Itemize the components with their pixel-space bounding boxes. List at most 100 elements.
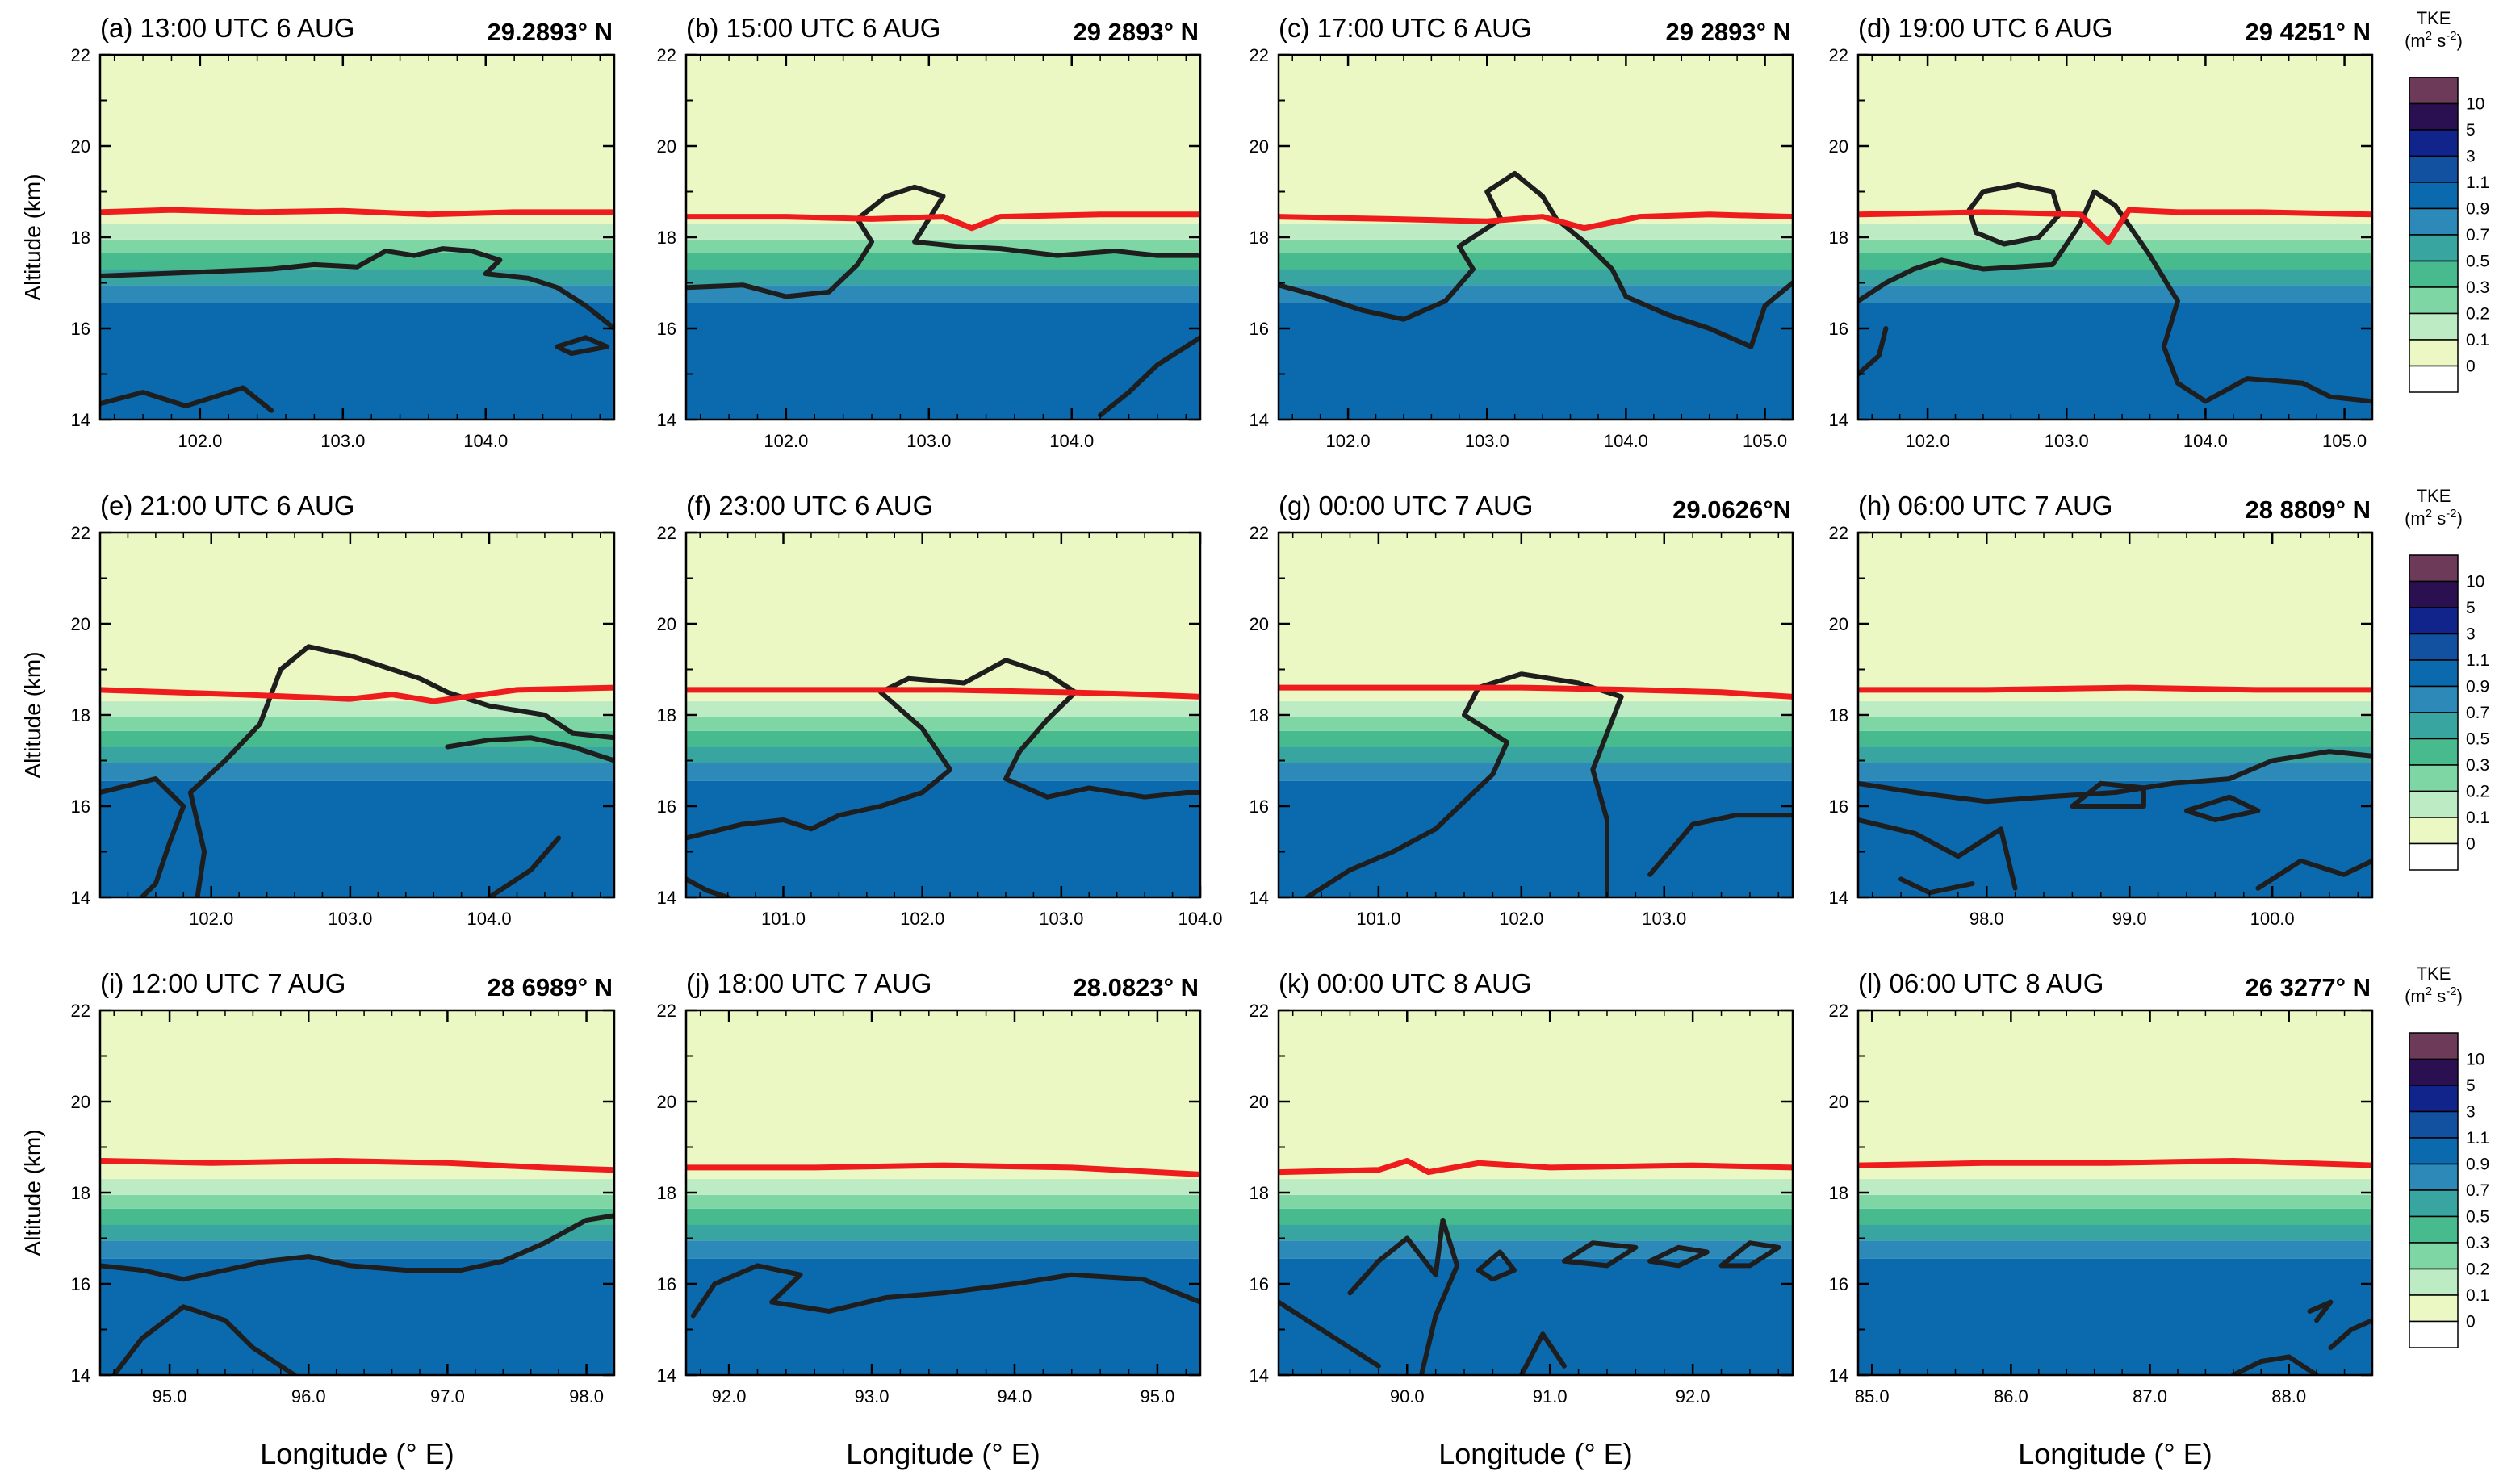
- panel: 14 16 18 20 22 90.0 91.0 92.0 (k) 00:00 UTC 8 AU…: [1250, 968, 1794, 1470]
- panel: 14 16 18 20 22 102.0 103.0 104.0 105.0 (d) 19:00 …: [1829, 13, 2374, 451]
- contour-line: [1561, 1240, 1639, 1269]
- tke-band: [100, 1208, 614, 1225]
- tke-band: [1279, 1224, 1793, 1241]
- colorbar-level: 0.5: [2466, 730, 2489, 749]
- contour-line: [445, 735, 614, 763]
- y-tick-label: 22: [1829, 45, 1848, 65]
- tropopause-line: [100, 1158, 614, 1173]
- x-tick-label: 105.0: [2322, 431, 2367, 451]
- panel-title: (h) 06:00 UTC 7 AUG: [1858, 491, 2112, 520]
- tke-band: [1858, 1010, 2372, 1180]
- colorbar-swatch: [2409, 234, 2459, 262]
- contour-line: [2230, 1354, 2320, 1375]
- colorbar-level: 5: [2466, 121, 2476, 140]
- colorbar-swatch: [2409, 1058, 2459, 1086]
- contour-line: [686, 658, 1200, 841]
- panel-title: (a) 13:00 UTC 6 AUG: [100, 13, 354, 43]
- panel-latitude: 29 2893° N: [1074, 18, 1199, 46]
- x-tick-label: 104.0: [467, 909, 512, 929]
- y-tick-label: 14: [71, 1365, 90, 1386]
- tke-band: [1858, 269, 2372, 286]
- y-tick-label: 18: [657, 1183, 676, 1203]
- y-tick-label: 18: [71, 228, 90, 248]
- y-tick-label: 22: [1250, 523, 1269, 543]
- tke-band: [686, 269, 1200, 286]
- x-tick-label: 103.0: [906, 431, 951, 451]
- y-tick-label: 20: [71, 136, 90, 157]
- x-tick-label: 105.0: [1743, 431, 1787, 451]
- y-tick-label: 18: [1250, 228, 1269, 248]
- y-tick-label: 20: [1829, 136, 1848, 157]
- colorbar-swatch: [2409, 712, 2459, 740]
- tke-band: [686, 780, 1200, 897]
- x-tick-label: 92.0: [1676, 1386, 1710, 1407]
- tke-band: [100, 763, 614, 781]
- panel-title: (f) 23:00 UTC 6 AUG: [686, 491, 933, 520]
- colorbar-level: 0.7: [2466, 226, 2489, 245]
- x-axis-label: Longitude (° E): [2018, 1437, 2212, 1470]
- colorbar-swatch: [2409, 1137, 2459, 1165]
- x-tick-label: 102.0: [900, 909, 944, 929]
- tke-band: [1279, 746, 1793, 763]
- tke-band: [1858, 253, 2372, 270]
- tke-band: [100, 239, 614, 253]
- panel-title: (k) 00:00 UTC 8 AUG: [1279, 968, 1532, 998]
- colorbar-level: 0.3: [2466, 1234, 2489, 1252]
- contour-line: [100, 385, 274, 413]
- x-tick-label: 104.0: [1178, 909, 1222, 929]
- colorbar-swatch: [2409, 1268, 2459, 1296]
- panel: 14 16 18 20 22 102.0 103.0 104.0 (b) 15:00 UTC 6…: [657, 13, 1202, 451]
- x-tick-label: 104.0: [1049, 431, 1094, 451]
- x-tick-label: 103.0: [1642, 909, 1686, 929]
- tke-band: [100, 224, 614, 240]
- colorbar-swatch: [2409, 580, 2459, 608]
- y-tick-label: 18: [1829, 705, 1848, 725]
- y-axis-label: Altitude (km): [20, 173, 45, 300]
- colorbar-level: 3: [2466, 148, 2476, 166]
- y-tick-label: 16: [71, 319, 90, 339]
- tke-band: [1858, 730, 2372, 747]
- panel-latitude: 28 8809° N: [2246, 495, 2371, 524]
- colorbar-level: 10: [2466, 1051, 2484, 1069]
- y-tick-label: 20: [1250, 136, 1269, 157]
- tke-band: [1279, 717, 1793, 731]
- y-tick-label: 18: [1250, 705, 1269, 725]
- panel-title: (l) 06:00 UTC 8 AUG: [1858, 968, 2103, 998]
- panel-latitude: 26 3277° N: [2246, 973, 2371, 1001]
- y-tick-label: 16: [657, 796, 676, 817]
- tke-band: [1279, 224, 1793, 240]
- x-tick-label: 103.0: [1039, 909, 1083, 929]
- colorbar-swatch: [2409, 339, 2459, 367]
- colorbar-units: (m2 s-2): [2405, 29, 2463, 51]
- x-tick-label: 98.0: [1969, 909, 2004, 929]
- y-tick-label: 20: [657, 614, 676, 634]
- x-tick-label: 102.0: [764, 431, 808, 451]
- x-tick-label: 95.0: [153, 1386, 187, 1407]
- y-tick-label: 16: [1250, 319, 1269, 339]
- contour-line: [555, 335, 610, 357]
- colorbar-level: 0.5: [2466, 1208, 2489, 1227]
- panel-title: (j) 18:00 UTC 7 AUG: [686, 968, 931, 998]
- tke-band: [100, 285, 614, 303]
- contour-line: [1304, 671, 1624, 897]
- tropopause-line: [686, 687, 1200, 700]
- tke-band: [1858, 285, 2372, 303]
- contour-line: [2255, 858, 2372, 891]
- colorbar-title: TKE: [2417, 8, 2451, 28]
- colorbar-swatch: [2409, 1085, 2459, 1113]
- colorbar-level: 1.1: [2466, 173, 2489, 192]
- x-tick-label: 102.0: [189, 909, 233, 929]
- tke-band: [1858, 1240, 2372, 1259]
- panel-latitude: 28 6989° N: [488, 973, 613, 1001]
- tke-band: [100, 1179, 614, 1195]
- x-tick-label: 96.0: [291, 1386, 326, 1407]
- tke-band: [1279, 1010, 1793, 1180]
- x-tick-label: 86.0: [1994, 1386, 2028, 1407]
- colorbar-level: 0.2: [2466, 1260, 2489, 1279]
- tke-band: [1279, 1258, 1793, 1375]
- y-axis-label: Altitude (km): [20, 1129, 45, 1256]
- x-tick-label: 87.0: [2133, 1386, 2167, 1407]
- tke-band: [686, 224, 1200, 240]
- tke-band: [100, 1010, 614, 1180]
